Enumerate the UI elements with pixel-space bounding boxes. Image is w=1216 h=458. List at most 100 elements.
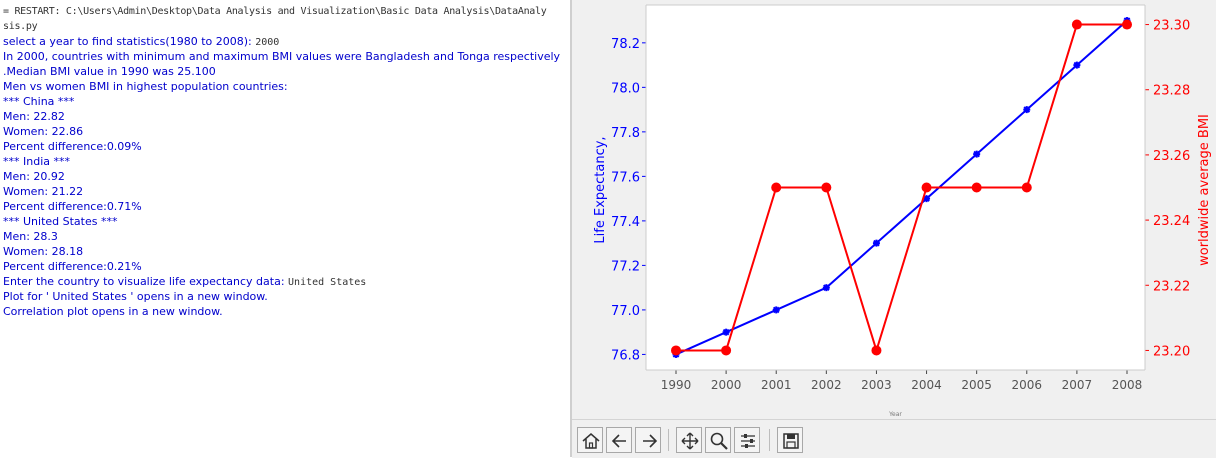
pan-button[interactable] bbox=[676, 427, 702, 453]
left-y-tick-label: 78.2 bbox=[611, 37, 640, 52]
star-stroke bbox=[923, 195, 930, 202]
save-figure-button[interactable] bbox=[777, 427, 803, 453]
toolbar-separator bbox=[769, 429, 770, 451]
right-y-tick-label: 23.28 bbox=[1153, 84, 1190, 99]
line-text: *** China *** bbox=[3, 95, 75, 108]
bmi-data-point bbox=[671, 345, 681, 356]
bmi-data-point bbox=[1071, 19, 1082, 30]
output-line: Men vs women BMI in highest population c… bbox=[3, 79, 288, 94]
output-line: Percent difference:0.71% bbox=[3, 199, 142, 214]
prompt-line: Enter the country to visualize life expe… bbox=[3, 274, 366, 290]
right-y-tick-label: 23.20 bbox=[1153, 344, 1190, 359]
output-line: *** United States *** bbox=[3, 214, 117, 229]
line-text: Women: 22.86 bbox=[3, 125, 84, 138]
star-stroke bbox=[1023, 106, 1031, 113]
left-y-axis-label: Life Expectancy, bbox=[593, 136, 608, 243]
line-text: Percent difference:0.09% bbox=[3, 140, 142, 153]
life-expectancy-data-point bbox=[973, 150, 981, 158]
left-y-tick-label: 77.2 bbox=[611, 259, 640, 274]
python-shell-output[interactable]: = RESTART: C:\Users\Admin\Desktop\Data A… bbox=[0, 0, 568, 457]
output-line: *** India *** bbox=[3, 154, 70, 169]
home-icon bbox=[582, 433, 600, 449]
right-y-tick-label: 23.24 bbox=[1153, 214, 1190, 229]
line-text: Men: 28.3 bbox=[3, 230, 58, 243]
restart-banner-line: sis.py bbox=[3, 19, 38, 34]
x-tick-label: 2002 bbox=[811, 378, 842, 392]
star-stroke bbox=[973, 150, 980, 158]
bmi-data-point bbox=[971, 182, 982, 193]
line-text: *** United States *** bbox=[3, 215, 118, 228]
life-expectancy-data-point bbox=[1023, 106, 1031, 114]
x-tick-label: 2000 bbox=[711, 378, 742, 392]
output-line: Percent difference:0.09% bbox=[3, 139, 142, 154]
life-expectancy-data-point bbox=[722, 328, 730, 336]
x-tick-label: 1990 bbox=[661, 378, 692, 392]
output-line: Men: 28.3 bbox=[3, 229, 58, 244]
line-text: select a year to find statistics(1980 to… bbox=[3, 35, 256, 48]
zoom-button[interactable] bbox=[705, 427, 731, 453]
line-text: Men: 22.82 bbox=[3, 110, 65, 123]
output-line: Men: 22.82 bbox=[3, 109, 65, 124]
line-text: = RESTART: C:\Users\Admin\Desktop\Data A… bbox=[3, 6, 547, 17]
x-tick-label: 2005 bbox=[961, 378, 992, 392]
home-button[interactable] bbox=[577, 427, 603, 453]
x-tick-label: 2008 bbox=[1112, 378, 1143, 392]
left-y-tick-label: 76.8 bbox=[611, 348, 640, 363]
right-y-axis-label: worldwide average BMI bbox=[1197, 114, 1212, 266]
right-y-tick-label: 23.22 bbox=[1153, 279, 1190, 294]
bmi-data-point bbox=[1122, 19, 1132, 30]
line-text: Women: 21.22 bbox=[3, 185, 84, 198]
life-expectancy-bmi-chart: 1990 2000 2001 2002 2003 2004 2005 2006 2007 2008… bbox=[572, 0, 1216, 419]
line-text: *** India *** bbox=[3, 155, 70, 168]
right-y-tick-label: 23.26 bbox=[1153, 149, 1190, 164]
line-text: .Median BMI value in 1990 was 25.100 bbox=[3, 65, 216, 78]
line-text: Percent difference:0.21% bbox=[3, 260, 142, 273]
move-icon bbox=[681, 432, 699, 450]
line-text: Men: 20.92 bbox=[3, 170, 65, 183]
user-input-text: United States bbox=[288, 277, 367, 288]
star-stroke bbox=[772, 306, 780, 314]
output-line: .Median BMI value in 1990 was 25.100 bbox=[3, 64, 216, 79]
left-y-tick-label: 78.0 bbox=[611, 81, 640, 96]
left-y-tick-label: 77.6 bbox=[611, 170, 640, 185]
prompt-line: select a year to find statistics(1980 to… bbox=[3, 34, 279, 50]
output-line: *** China *** bbox=[3, 94, 74, 109]
x-tick-label: 2007 bbox=[1062, 378, 1093, 392]
line-text: sis.py bbox=[3, 21, 38, 32]
arrow-left-icon bbox=[611, 434, 626, 448]
line-text: In 2000, countries with minimum and maxi… bbox=[3, 50, 561, 63]
life-expectancy-data-point bbox=[772, 306, 780, 314]
right-y-tick-label: 23.30 bbox=[1153, 19, 1190, 34]
x-tick-label: 2003 bbox=[861, 378, 892, 392]
configure-subplots-button[interactable] bbox=[734, 427, 760, 453]
life-expectancy-data-point bbox=[1073, 61, 1081, 69]
star-stroke bbox=[1073, 61, 1081, 69]
bmi-data-point bbox=[1021, 182, 1032, 193]
star-stroke bbox=[823, 284, 830, 291]
forward-button[interactable] bbox=[635, 427, 661, 453]
output-line: Women: 22.86 bbox=[3, 124, 83, 139]
life-expectancy-data-point bbox=[923, 195, 931, 203]
x-tick-label: 2001 bbox=[761, 378, 792, 392]
x-tick-label: 2006 bbox=[1012, 378, 1043, 392]
x-tick-label: 2004 bbox=[911, 378, 942, 392]
bmi-data-point bbox=[921, 182, 932, 193]
back-button[interactable] bbox=[606, 427, 632, 453]
line-text: Plot for ' United States ' opens in a ne… bbox=[3, 290, 268, 303]
output-line: In 2000, countries with minimum and maxi… bbox=[3, 49, 560, 64]
line-text: Enter the country to visualize life expe… bbox=[3, 275, 289, 288]
star-stroke bbox=[873, 239, 880, 247]
user-input-text: 2000 bbox=[255, 37, 280, 48]
line-text: Women: 28.18 bbox=[3, 245, 84, 258]
plot-window: 1990 2000 2001 2002 2003 2004 2005 2006 2007 2008… bbox=[572, 0, 1216, 458]
bmi-data-point bbox=[721, 345, 732, 356]
matplotlib-toolbar bbox=[572, 419, 1216, 458]
bmi-data-point bbox=[771, 182, 782, 193]
line-text: Men vs women BMI in highest population c… bbox=[3, 80, 288, 93]
magnifier-icon bbox=[710, 432, 728, 450]
restart-banner-line: = RESTART: C:\Users\Admin\Desktop\Data A… bbox=[3, 4, 547, 19]
bmi-series-line bbox=[676, 23, 1127, 354]
line-text: Percent difference:0.71% bbox=[3, 200, 142, 213]
arrow-right-icon bbox=[643, 434, 658, 448]
left-y-tick-label: 77.4 bbox=[611, 215, 640, 230]
